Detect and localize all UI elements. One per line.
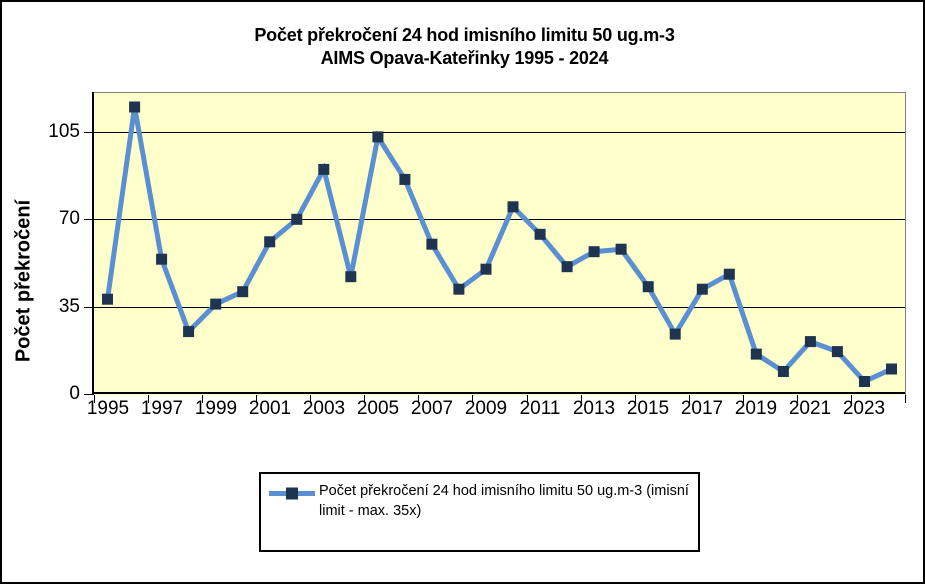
legend-key <box>269 487 315 500</box>
x-tick-mark <box>743 395 744 403</box>
data-point-marker <box>345 271 357 283</box>
data-point-marker <box>129 101 141 113</box>
data-point-marker <box>210 298 222 310</box>
x-axis-line <box>92 392 905 394</box>
data-point-marker <box>588 246 600 258</box>
data-point-marker <box>696 283 708 295</box>
x-tick-mark <box>472 395 473 403</box>
data-point-marker <box>507 201 519 213</box>
data-point-marker <box>642 281 654 293</box>
x-tick-mark <box>635 395 636 403</box>
y-tick-mark <box>84 132 94 133</box>
x-tick-label: 2017 <box>680 398 724 419</box>
x-tick-label: 2003 <box>302 398 346 419</box>
x-tick-mark <box>851 395 852 403</box>
y-tick-mark <box>84 219 94 220</box>
data-point-marker <box>669 328 681 340</box>
data-point-marker <box>534 228 546 240</box>
y-tick-label: 70 <box>58 208 80 229</box>
x-tick-label: 1999 <box>194 398 238 419</box>
data-point-marker <box>372 131 384 143</box>
y-tick-label: 35 <box>58 296 80 317</box>
x-tick-label: 2011 <box>519 398 561 419</box>
data-point-marker <box>426 238 438 250</box>
data-point-marker <box>804 336 816 348</box>
x-tick-label: 1995 <box>86 398 130 419</box>
chart-title-line1: Počet překročení 24 hod imisního limitu … <box>254 25 675 45</box>
data-point-marker <box>777 366 789 377</box>
data-point-marker <box>859 376 870 387</box>
legend-key-marker-icon <box>286 487 298 500</box>
x-tick-mark <box>94 395 95 403</box>
data-point-marker <box>318 163 330 175</box>
x-tick-label: 2005 <box>356 398 400 419</box>
legend-label: Počet překročení 24 hod imisního limitu … <box>319 483 689 519</box>
x-tick-mark <box>905 395 906 403</box>
data-point-marker <box>237 286 249 298</box>
x-tick-label: 2015 <box>626 398 670 419</box>
x-tick-mark <box>202 395 203 403</box>
x-tick-label: 2001 <box>248 398 292 419</box>
x-tick-label: 2023 <box>842 398 886 419</box>
x-tick-label: 2009 <box>464 398 508 419</box>
x-tick-label: 1997 <box>140 398 184 419</box>
series-line <box>105 106 893 385</box>
data-point-marker <box>102 293 113 305</box>
legend-box: Počet překročení 24 hod imisního limitu … <box>259 472 700 552</box>
y-axis-line <box>92 92 94 394</box>
y-tick-mark <box>84 307 94 308</box>
x-tick-label: 2013 <box>572 398 616 419</box>
x-tick-mark <box>689 395 690 403</box>
data-point-marker <box>291 213 303 225</box>
data-point-marker <box>561 261 573 273</box>
x-tick-label: 2019 <box>734 398 778 419</box>
x-tick-mark <box>527 395 528 403</box>
data-point-marker <box>480 263 492 275</box>
x-tick-mark <box>418 395 419 403</box>
data-point-marker <box>886 363 897 375</box>
x-tick-label: 2021 <box>788 398 832 419</box>
y-tick-label: 0 <box>69 383 80 404</box>
x-tick-mark <box>364 395 365 403</box>
gridline <box>94 219 905 220</box>
y-tick-mark <box>84 394 94 395</box>
gridline <box>94 132 905 133</box>
x-tick-mark <box>148 395 149 403</box>
x-tick-mark <box>581 395 582 403</box>
x-tick-label: 2007 <box>410 398 454 419</box>
data-point-marker <box>264 236 276 248</box>
data-point-marker <box>750 348 762 360</box>
x-tick-mark <box>256 395 257 403</box>
data-point-marker <box>156 253 168 265</box>
data-point-marker <box>615 243 627 255</box>
x-tick-mark <box>310 395 311 403</box>
y-tick-label: 105 <box>48 121 80 142</box>
chart-title: Počet překročení 24 hod imisního limitu … <box>2 24 923 70</box>
gridline <box>94 307 905 308</box>
data-point-marker <box>453 283 465 295</box>
data-point-marker <box>723 268 735 280</box>
data-point-marker <box>399 173 411 185</box>
chart-title-line2: AIMS Opava-Kateřinky 1995 - 2024 <box>320 48 609 68</box>
data-point-marker <box>183 326 195 338</box>
data-point-marker <box>831 346 843 358</box>
plot-area <box>94 92 906 395</box>
x-tick-mark <box>797 395 798 403</box>
